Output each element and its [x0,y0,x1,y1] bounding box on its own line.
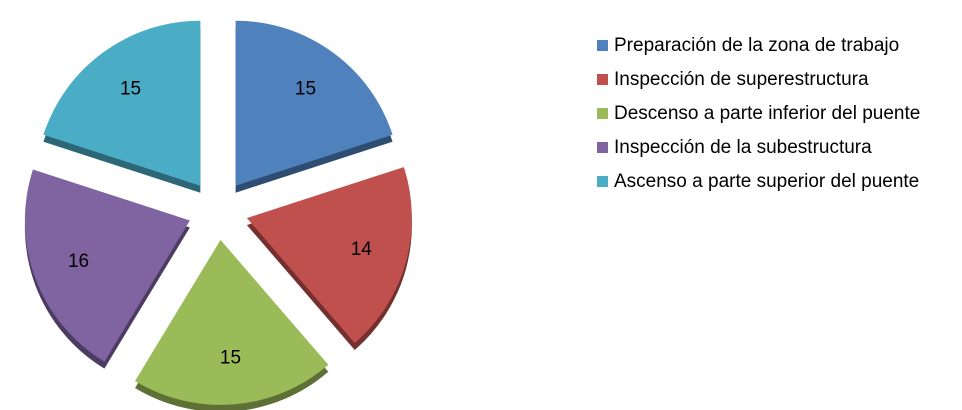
legend-label: Inspección de la subestructura [614,137,872,158]
data-label: 15 [295,79,316,100]
legend-entry: Preparación de la zona de trabajo [597,34,959,57]
legend-swatch [597,142,608,153]
legend-label: Descenso a parte inferior del puente [614,103,921,124]
legend-entry: Ascenso a parte superior del puente [597,170,959,193]
legend-label: Ascenso a parte superior del puente [614,171,920,192]
legend-swatch [597,176,608,187]
data-label: 15 [120,79,141,100]
slice [24,169,190,362]
slice [135,239,329,405]
legend: Preparación de la zona de trabajo Inspecc… [597,34,959,193]
data-label: 15 [220,347,241,368]
legend-entry: Inspección de superestructura [597,68,959,91]
legend-entry: Descenso a parte inferior del puente [597,102,959,125]
legend-entry: Inspección de la subestructura [597,136,959,159]
legend-swatch [597,74,608,85]
slice [235,20,393,186]
chart: 15 14 15 16 15 [24,20,412,410]
legend-swatch [597,40,608,51]
slice [246,167,412,343]
legend-label: Preparación de la zona de trabajo [614,35,900,56]
data-label: 16 [68,251,89,272]
legend-label: Inspección de superestructura [614,69,869,90]
legend-swatch [597,108,608,119]
data-label: 14 [351,239,373,260]
slice [43,20,201,186]
